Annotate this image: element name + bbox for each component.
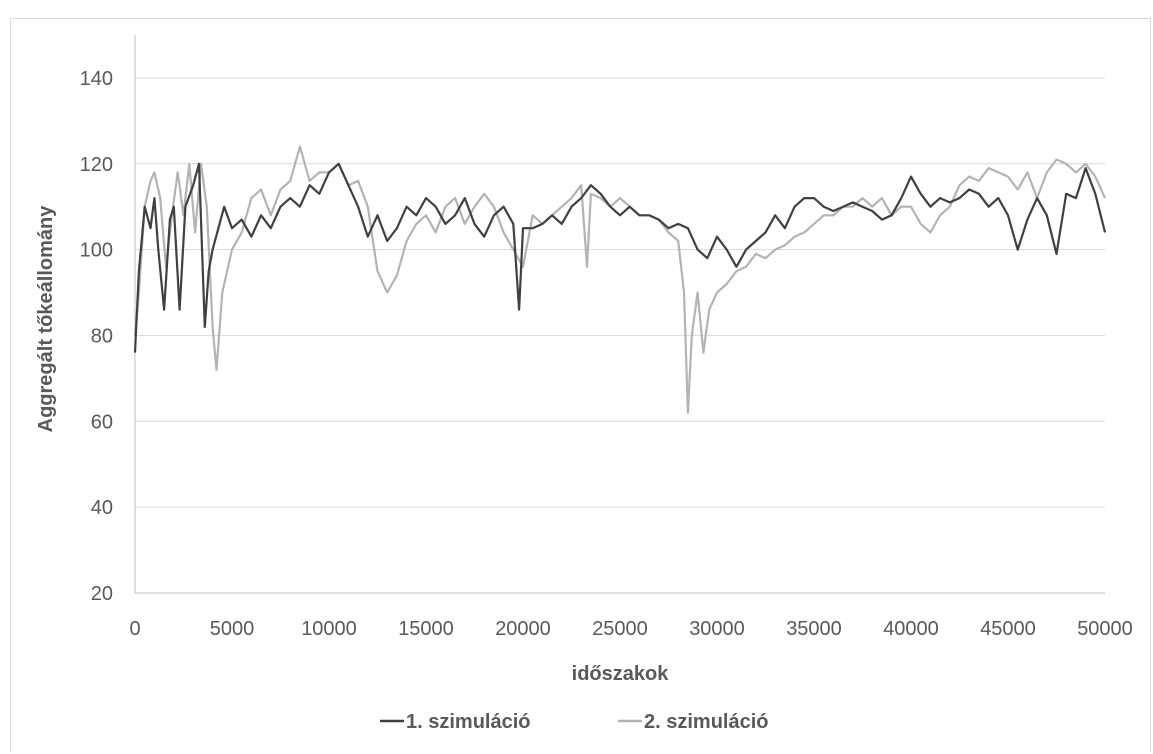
y-tick-label: 140 <box>80 68 113 90</box>
chart-frame <box>10 18 1151 752</box>
y-tick-label: 60 <box>91 411 113 433</box>
series-line-2 <box>133 145 1107 414</box>
legend-label-2: 2. szimuláció <box>644 711 769 733</box>
y-tick-label: 80 <box>91 325 113 347</box>
legend-label-1: 1. szimuláció <box>406 711 531 733</box>
x-tick-label: 15000 <box>398 618 454 640</box>
x-tick-label: 0 <box>129 618 140 640</box>
x-tick-label: 5000 <box>210 618 255 640</box>
x-tick-label: 40000 <box>883 618 939 640</box>
x-tick-label: 45000 <box>980 618 1036 640</box>
x-tick-label: 50000 <box>1077 618 1133 640</box>
y-axis-title: Aggregált tőkeállomány <box>35 205 57 433</box>
x-tick-label: 10000 <box>301 618 357 640</box>
series-line-1 <box>133 162 1107 353</box>
y-tick-label: 20 <box>91 583 113 605</box>
x-tick-label: 25000 <box>592 618 648 640</box>
x-tick-label: 35000 <box>786 618 842 640</box>
y-tick-label: 100 <box>80 240 113 262</box>
y-tick-label: 40 <box>91 497 113 519</box>
y-tick-label: 120 <box>80 154 113 176</box>
x-tick-label: 20000 <box>495 618 551 640</box>
x-axis-title: időszakok <box>572 663 670 685</box>
x-tick-label: 30000 <box>689 618 745 640</box>
